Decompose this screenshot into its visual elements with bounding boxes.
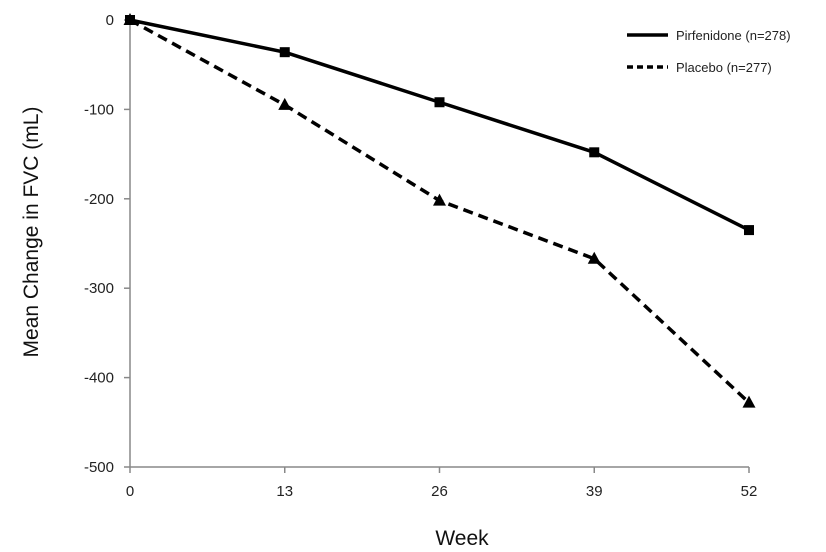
axes	[124, 19, 750, 473]
x-tick-label: 13	[276, 483, 293, 500]
data-point	[744, 225, 754, 236]
y-tick-label: -500	[84, 459, 114, 476]
legend-label: Pirfenidone (n=278)	[676, 28, 791, 43]
x-tick-label: 39	[586, 483, 603, 500]
series-line	[129, 18, 751, 404]
y-axis-title: Mean Change in FVC (mL)	[20, 107, 43, 358]
data-point	[433, 193, 446, 206]
data-point	[434, 97, 445, 108]
data-point	[589, 147, 600, 158]
tick-labels: 0 13 26 39 52 0 -100 -200 -300 -400 -500	[84, 12, 757, 500]
y-tick-label: -100	[84, 101, 114, 118]
series-placebo	[123, 13, 756, 408]
x-axis-title: Week	[435, 527, 489, 550]
x-tick-label: 0	[126, 483, 134, 500]
data-point	[742, 395, 756, 408]
data-point	[587, 251, 601, 264]
series-layer	[123, 13, 756, 408]
y-tick-label: 0	[106, 12, 114, 29]
y-tick-label: -300	[84, 280, 114, 297]
x-tick-label: 26	[431, 483, 448, 500]
data-point	[123, 13, 137, 25]
x-tick-label: 52	[741, 483, 758, 500]
y-tick-label: -200	[84, 191, 114, 208]
data-point	[278, 97, 292, 110]
legend-label: Placebo (n=277)	[676, 60, 772, 75]
y-tick-label: -400	[84, 370, 114, 387]
legend: Pirfenidone (n=278) Placebo (n=277)	[627, 28, 791, 75]
data-point	[279, 47, 290, 58]
